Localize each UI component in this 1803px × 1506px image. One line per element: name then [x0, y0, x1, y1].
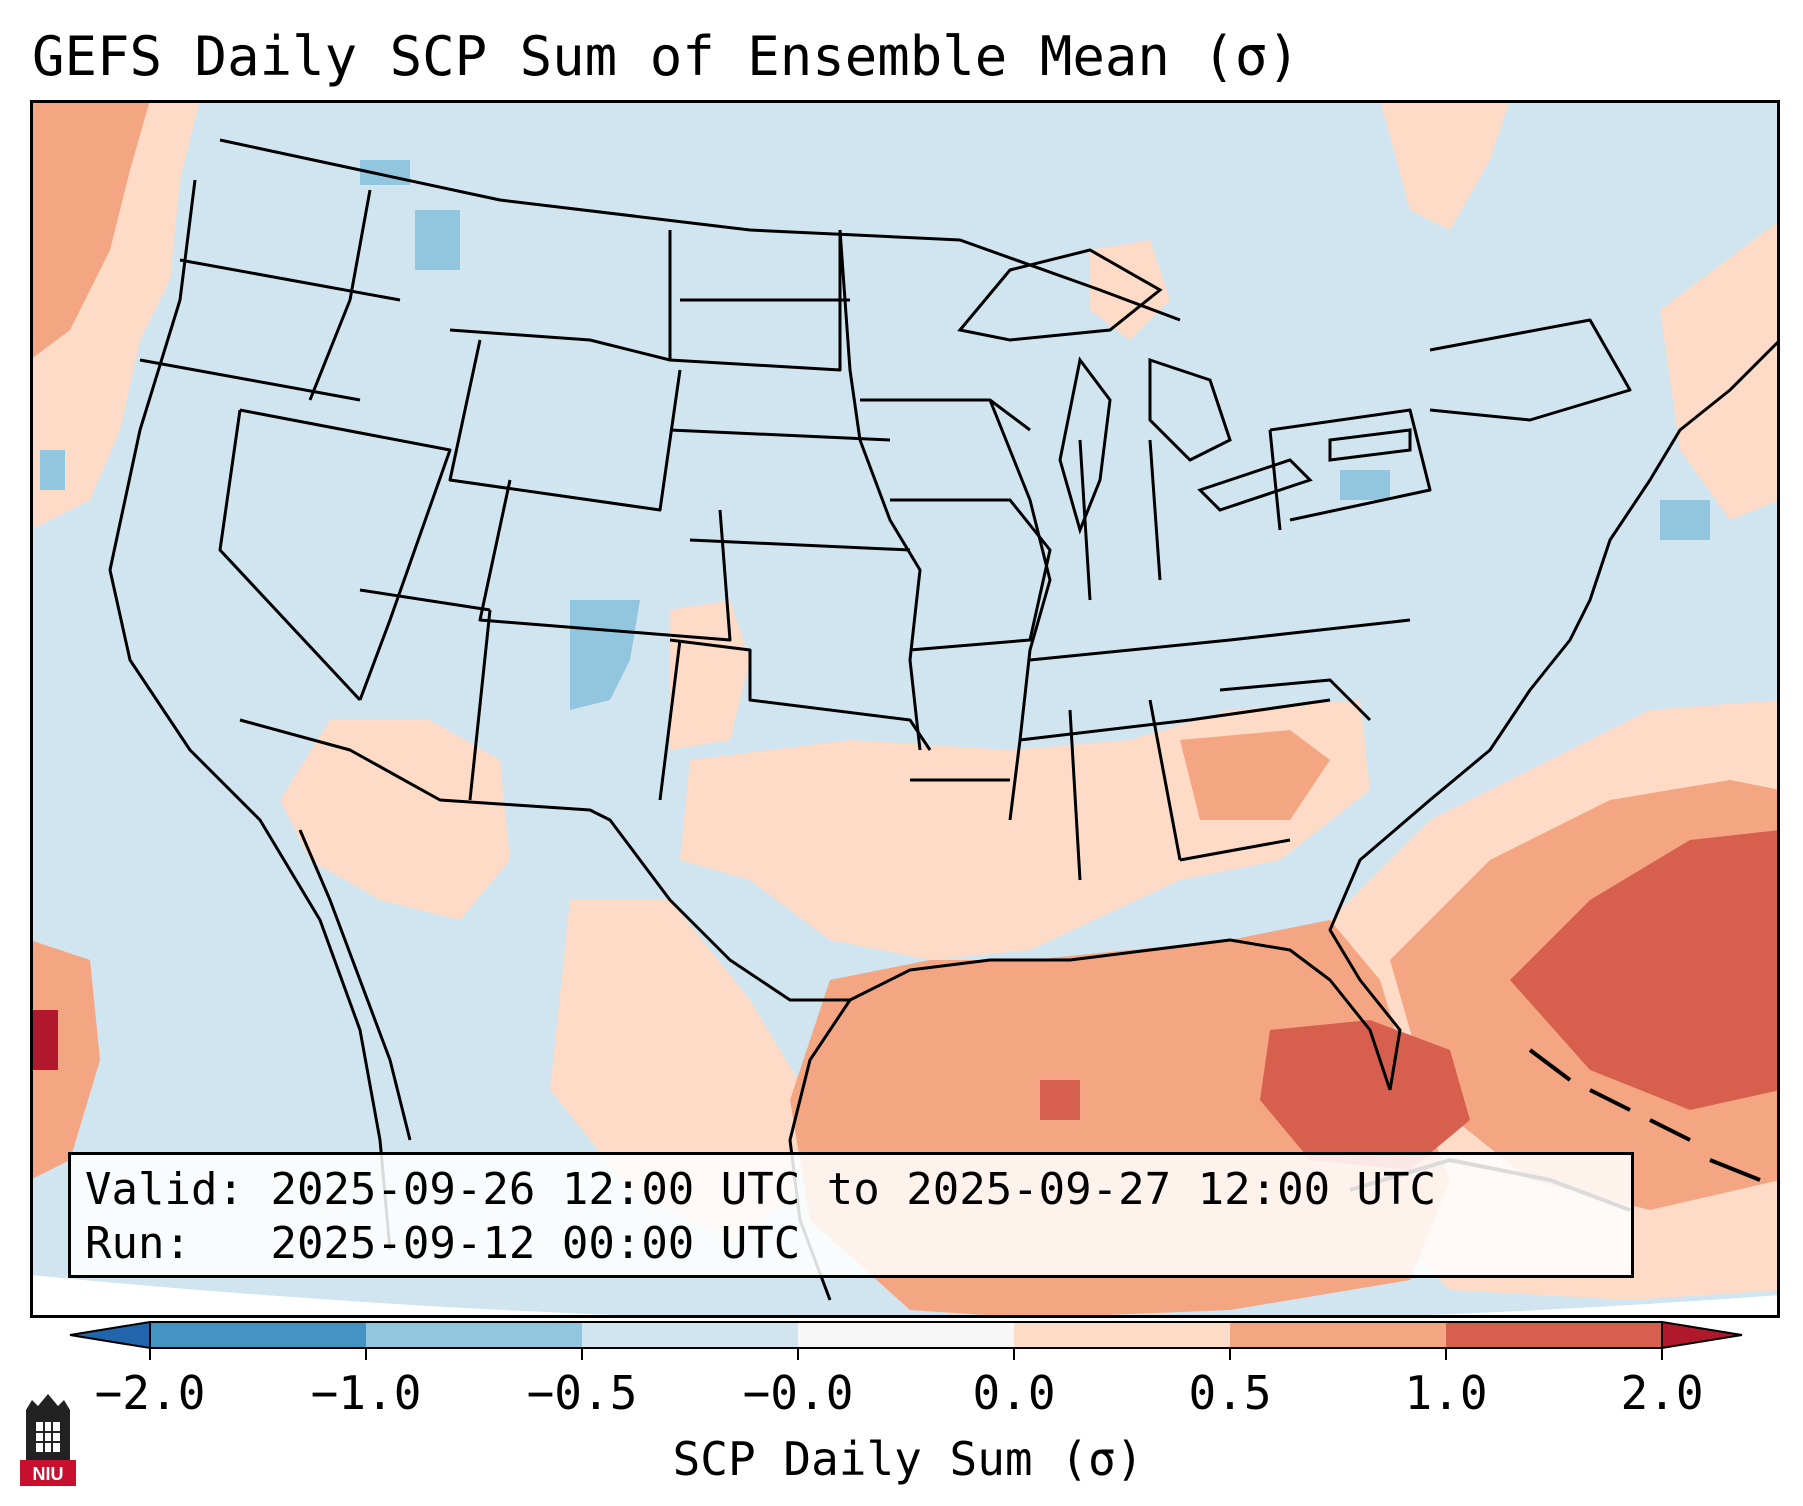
baja-coast — [298, 829, 412, 1141]
idaho-negative-spot — [415, 210, 460, 270]
colorbar-bin — [582, 1322, 798, 1348]
california-nevada-border — [218, 409, 362, 702]
colorbar-bin — [150, 1322, 366, 1348]
kentucky-tennessee-border — [1029, 618, 1411, 662]
pacific-nw-anomaly-core — [30, 100, 150, 360]
logo-text: NIU — [33, 1464, 64, 1484]
logo-window-grid — [36, 1422, 60, 1452]
colorbar-bin — [366, 1322, 582, 1348]
niu-logo: NIU — [18, 1390, 78, 1490]
missouri-box — [890, 498, 1052, 652]
mississippi-alabama-border — [1068, 709, 1082, 881]
utah-arizona-border — [359, 588, 491, 612]
canada-anomaly — [1380, 100, 1510, 230]
minnesota-iowa-border — [838, 229, 922, 751]
colorbar-outline — [149, 1321, 1663, 1349]
lake-erie-negative-spot — [1340, 470, 1390, 500]
gulf-anomaly-core — [1260, 1020, 1470, 1170]
us-canada-border — [219, 138, 1181, 322]
state-borders — [108, 138, 1780, 1301]
lake-huron — [1148, 357, 1232, 462]
indiana-ohio-border — [1148, 439, 1162, 581]
colorbar-over-extension — [1661, 1320, 1743, 1350]
tick-label-pos-2: 2.0 — [1620, 1366, 1704, 1420]
bahamas — [1528, 1048, 1691, 1142]
valid-run-info-box: Valid: 2025-09-26 12:00 UTC to 2025-09-2… — [68, 1152, 1634, 1278]
colorado-box — [478, 479, 732, 642]
tick-label-pos-0-5: 0.5 — [1188, 1366, 1272, 1420]
colorbar-bin — [1446, 1322, 1662, 1348]
run-time: 2025-09-12 00:00 UTC — [270, 1218, 801, 1269]
tick-label-pos-0: 0.0 — [972, 1366, 1056, 1420]
lake-ontario — [1328, 428, 1412, 462]
gulf-anomaly-spot — [1040, 1080, 1080, 1120]
great-lakes — [957, 248, 1412, 535]
run-label: Run: — [85, 1218, 191, 1269]
alabama-georgia-border — [1148, 699, 1182, 861]
tick-label-neg-0-5: −0.5 — [526, 1366, 638, 1420]
lake-michigan — [1058, 356, 1112, 535]
positive-anomaly-fields — [30, 100, 1780, 1318]
arizona-newmexico-border — [468, 609, 492, 801]
tick-label-neg-1: −1.0 — [310, 1366, 422, 1420]
oregon-negative-spot — [40, 450, 65, 490]
colorbar-under-extension — [69, 1320, 151, 1350]
map-svg — [30, 100, 1780, 1318]
carolinas-border — [1219, 678, 1372, 722]
pacific-coast — [108, 179, 392, 1251]
ohio-pennsylvania-border — [1268, 429, 1282, 531]
map-title: GEFS Daily SCP Sum of Ensemble Mean (σ) — [32, 25, 1300, 88]
logo-red-band — [20, 1460, 76, 1486]
wyoming-box — [448, 339, 682, 512]
valid-time-range: 2025-09-26 12:00 UTC to 2025-09-27 12:00… — [270, 1164, 1437, 1215]
valid-label: Valid: — [85, 1164, 244, 1215]
tick-label-neg-0: −0.0 — [742, 1366, 854, 1420]
pennsylvania-box — [1269, 408, 1432, 522]
colorbar-bins — [69, 1320, 1743, 1350]
idaho-montana-border — [308, 189, 372, 401]
pacific-sw-anomaly-core — [30, 1010, 58, 1070]
lake-erie — [1197, 458, 1313, 512]
northeast-coast-anomaly — [1660, 220, 1780, 520]
montana-wyoming-border — [449, 328, 671, 362]
colorbar-bin — [1230, 1322, 1446, 1348]
colorbar-svg — [69, 1320, 1743, 1360]
new-england-border — [1429, 318, 1632, 422]
atlantic-negative-spot — [1660, 500, 1710, 540]
tennessee-south-border — [1019, 698, 1331, 742]
lake-superior — [957, 248, 1163, 342]
colorbar-label: SCP Daily Sum (σ) — [672, 1432, 1144, 1486]
logo-grid-lines — [36, 1422, 60, 1452]
arizona-anomaly — [280, 720, 510, 920]
atlantic-anomaly-core — [1510, 830, 1780, 1110]
great-lakes-canada-anomaly — [1090, 240, 1170, 340]
tick-label-neg-2: −2.0 — [94, 1366, 206, 1420]
oregon-california-border — [139, 358, 361, 402]
us-mexico-border — [239, 718, 850, 1002]
georgia-florida-border — [1179, 838, 1291, 862]
colorbar-bin — [798, 1322, 1014, 1348]
map-frame — [30, 100, 1780, 1318]
tennessee-anomaly — [1180, 730, 1330, 820]
gulf-coast — [849, 938, 1392, 1091]
tick-label-pos-1: 1.0 — [1404, 1366, 1488, 1420]
atlantic-coast — [1328, 338, 1780, 1091]
niu-logo-svg: NIU — [20, 1394, 76, 1486]
hispaniola — [1709, 1158, 1761, 1182]
pacific-sw-anomaly — [30, 940, 100, 1180]
colorbar-ticks — [149, 1348, 1663, 1360]
colorbar-bin — [1014, 1322, 1230, 1348]
nevada-utah-border — [239, 408, 452, 701]
map-panel — [30, 100, 1780, 1318]
newmexico-texas-border — [658, 639, 682, 801]
colorbar — [0, 1318, 1803, 1506]
kansas-oklahoma-border — [689, 538, 911, 552]
nebraska-kansas-border — [669, 428, 891, 442]
washington-oregon-border — [179, 258, 401, 302]
